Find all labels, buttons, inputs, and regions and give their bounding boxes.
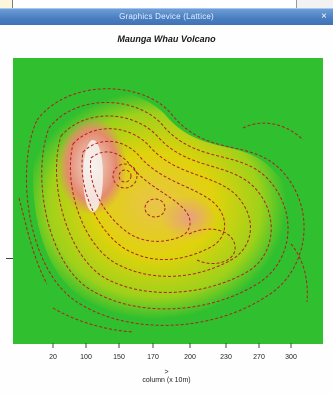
contour-plot: [13, 58, 323, 344]
contour-line: [41, 102, 289, 310]
contour-line: [112, 163, 138, 189]
window-titlebar[interactable]: Graphics Device (Lattice) ×: [0, 8, 333, 25]
contour-line: [25, 88, 305, 326]
x-tick-label: 230: [220, 354, 232, 361]
contour-line: [242, 122, 304, 141]
secondary-peak: [123, 165, 243, 261]
contour-line: [52, 307, 134, 333]
x-tick-label: 100: [80, 354, 92, 361]
x-axis-arrow: >: [164, 369, 169, 376]
x-tick-label: 270: [253, 354, 265, 361]
summit-highlight: [83, 140, 103, 212]
contour-lines: [18, 88, 308, 333]
contour-line: [290, 243, 308, 303]
contour-line: [81, 140, 226, 260]
x-axis-ticks: [52, 343, 292, 348]
contour-line: [118, 169, 132, 183]
x-tick-label: 150: [113, 354, 125, 361]
x-tick-label: 20: [49, 354, 57, 361]
x-tick-label: 170: [147, 354, 159, 361]
contour-line: [18, 197, 48, 285]
contour-line: [188, 228, 236, 264]
window-title: Graphics Device (Lattice): [119, 12, 214, 21]
background-axis-tick: [6, 258, 13, 259]
background-window-tab: [296, 0, 333, 8]
contour-line: [69, 128, 251, 277]
contour-line: [144, 198, 166, 218]
x-tick-label: 200: [184, 354, 196, 361]
x-tick-label: 300: [285, 354, 297, 361]
close-icon[interactable]: ×: [321, 11, 327, 22]
x-axis-label: column (x 10m): [142, 377, 191, 384]
contour-line: [56, 115, 272, 293]
plot-title: Maunga Whau Volcano: [117, 34, 216, 44]
